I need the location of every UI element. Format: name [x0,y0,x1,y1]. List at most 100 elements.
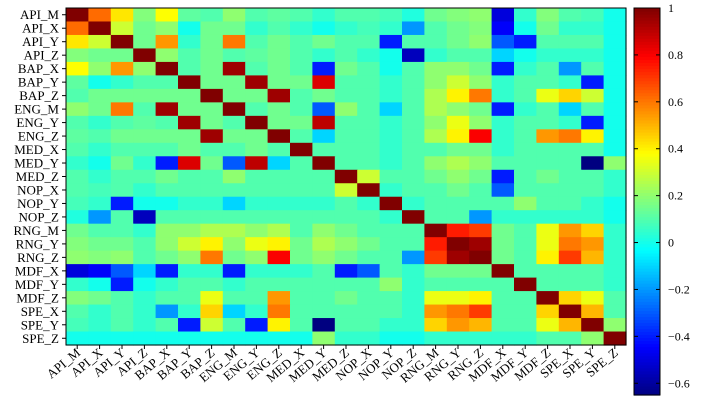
heatmap-cell [178,115,201,130]
heatmap-cell [514,331,537,346]
heatmap-cell [357,88,381,103]
colorbar-band [634,271,660,275]
heatmap-cell [514,250,537,265]
heatmap-cell [155,210,179,225]
heatmap-cell [267,291,291,306]
heatmap-cell [133,223,157,238]
colorbar-tick-label: −0.6 [668,376,690,390]
heatmap-cell [402,61,425,76]
heatmap-cell [402,291,425,306]
heatmap-cell [491,61,515,76]
heatmap-cell [491,75,515,90]
heatmap-cell [402,264,425,279]
y-tick-label: NOP_Z [19,209,60,224]
heatmap-cell [603,331,627,346]
heatmap-cell [200,142,224,157]
colorbar-band [634,83,660,88]
heatmap-cell [558,34,582,50]
heatmap-cell [200,318,224,333]
colorbar-band [634,204,660,209]
colorbar-band [634,92,660,97]
heatmap-cell [334,318,358,333]
colorbar-band [634,162,660,166]
heatmap-cell [581,183,605,198]
heatmap-cell [603,277,627,292]
heatmap-cell [222,48,246,63]
heatmap-cell [133,61,157,76]
heatmap-cell [267,223,291,238]
heatmap-cell [514,237,537,252]
heatmap-cell [133,169,157,184]
heatmap-cell [558,264,582,279]
y-axis-labels: API_MAPI_XAPI_YAPI_ZBAP_XBAP_YBAP_ZENG_M… [13,7,59,346]
heatmap-cell [402,102,425,117]
heatmap-cell [267,102,291,117]
heatmap-cell [402,318,425,333]
heatmap-cell [245,318,269,333]
heatmap-cell [88,277,112,292]
heatmap-cell [581,331,605,346]
heatmap-cell [536,223,560,238]
heatmap-cell [178,277,201,292]
colorbar-band [634,225,660,230]
heatmap-cell [178,34,201,50]
heatmap-cell [514,223,537,238]
colorbar-band [634,41,660,45]
heatmap-cell [200,21,224,36]
colorbar-band [634,219,660,224]
heatmap-cell [133,318,157,333]
heatmap-cell [536,142,560,157]
heatmap-cell [88,291,112,306]
heatmap-cell [88,264,112,279]
heatmap-cell [66,304,89,319]
heatmap-cell [558,237,582,252]
heatmap-cell [581,169,605,184]
y-tick-label: MED_Z [16,169,59,184]
heatmap-cell [536,237,560,252]
heatmap-cell [379,8,403,23]
heatmap-cell [245,183,269,198]
colorbar-band [634,38,660,42]
heatmap-cell [88,318,112,333]
heatmap-cell [536,196,560,211]
heatmap-cell [491,264,515,279]
heatmap-cell [334,183,358,198]
colorbar-band [634,17,660,21]
heatmap-cell [491,331,515,346]
heatmap-cell [155,223,179,238]
heatmap-cell [581,102,605,117]
colorbar-band [634,240,660,245]
colorbar-band [634,107,660,112]
heatmap-cell [222,183,246,198]
colorbar-band [634,370,660,375]
heatmap-cell [178,318,201,333]
heatmap-cell [155,183,179,198]
heatmap-cell [267,264,291,279]
heatmap-cell [290,237,313,252]
colorbar-band [634,361,660,366]
heatmap-cell [222,196,246,211]
colorbar-band [634,201,660,206]
colorbar-band [634,95,660,100]
colorbar-tick-label: 0.6 [668,95,683,109]
colorbar-band [634,283,660,287]
heatmap-cell [514,169,537,184]
heatmap-cell [267,115,291,130]
heatmap-cell [603,21,627,36]
y-tick-label: SPE_Z [22,331,59,346]
heatmap-cell [133,8,157,23]
y-tick-label: API_Z [24,48,59,63]
heatmap-cell [446,183,470,198]
heatmap-cell [334,21,358,36]
heatmap-cell [267,318,291,333]
heatmap-cell [581,61,605,76]
heatmap-cell [245,196,269,211]
axis-ticks [62,14,616,349]
heatmap-cell [446,196,470,211]
heatmap-cell [88,169,112,184]
heatmap-cell [222,250,246,265]
heatmap-cell [357,331,381,346]
heatmap-cell [155,48,179,63]
heatmap-cell [424,277,448,292]
heatmap-cell [155,291,179,306]
